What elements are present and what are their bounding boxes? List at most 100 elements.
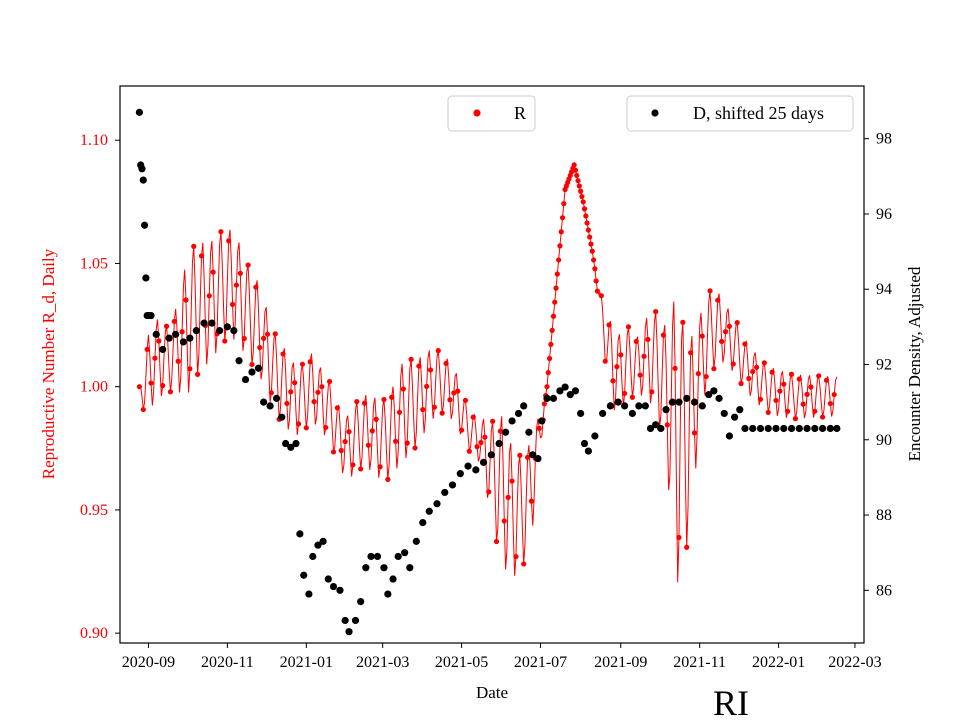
d-point-30 bbox=[287, 443, 295, 451]
r-point bbox=[521, 561, 527, 567]
d-point-110 bbox=[764, 424, 772, 433]
legend-d: D, shifted 25 days bbox=[626, 95, 854, 132]
r-point bbox=[229, 301, 236, 307]
d-point-10 bbox=[159, 345, 167, 354]
r-point bbox=[781, 381, 787, 387]
r-point bbox=[377, 464, 383, 470]
y-left-axis: 0.90 0.95 1.00 1.05 1.10 bbox=[80, 132, 120, 642]
r-point bbox=[439, 410, 445, 416]
r-point bbox=[606, 322, 612, 328]
d-point-101 bbox=[710, 387, 718, 395]
r-point bbox=[455, 388, 461, 394]
d-point-63 bbox=[479, 458, 488, 466]
r-point bbox=[385, 476, 391, 482]
r-point bbox=[579, 193, 585, 200]
x-axis: 2020-09 2020-11 2021-01 2021-03 2021-05 2021-… bbox=[122, 643, 882, 671]
d-point-36 bbox=[314, 541, 322, 549]
d-point-72 bbox=[534, 454, 542, 463]
r-point bbox=[761, 360, 767, 366]
r-point bbox=[585, 227, 592, 233]
d-point-40 bbox=[336, 586, 344, 594]
r-point bbox=[342, 438, 348, 445]
r-point bbox=[691, 430, 698, 436]
d-point-70 bbox=[525, 428, 533, 436]
r-point bbox=[823, 377, 830, 383]
r-point bbox=[346, 429, 352, 435]
d-point-90 bbox=[641, 402, 649, 410]
r-point bbox=[311, 399, 317, 405]
d-point-100 bbox=[705, 391, 713, 399]
d-point-27 bbox=[272, 394, 281, 402]
d-point-66 bbox=[501, 428, 510, 436]
r-point bbox=[812, 408, 818, 414]
y-right-tick-label-4: 94 bbox=[876, 281, 892, 298]
r-point bbox=[257, 344, 263, 351]
d-point-43 bbox=[351, 616, 360, 625]
d-point-78 bbox=[566, 391, 574, 399]
x-tick-label-1: 2020-11 bbox=[201, 654, 254, 671]
r-point bbox=[424, 383, 430, 390]
d-point-92 bbox=[652, 421, 660, 429]
r-point bbox=[288, 389, 294, 395]
r-point bbox=[730, 361, 736, 367]
r-point bbox=[742, 341, 748, 347]
r-point bbox=[175, 358, 181, 364]
d-point-62 bbox=[472, 466, 480, 474]
d-point-45 bbox=[362, 564, 370, 572]
r-point bbox=[688, 350, 694, 356]
r-point bbox=[800, 401, 806, 407]
r-point bbox=[183, 297, 189, 303]
d-point-51 bbox=[394, 552, 402, 561]
d-point-3 bbox=[139, 176, 147, 184]
d-point-109 bbox=[756, 424, 765, 433]
r-point bbox=[408, 356, 414, 362]
r-point bbox=[478, 439, 484, 446]
d-point-96 bbox=[675, 398, 683, 406]
d-point-81 bbox=[580, 439, 589, 448]
y-right-tick-label-2: 90 bbox=[876, 432, 892, 449]
r-point bbox=[272, 331, 278, 337]
r-point bbox=[788, 371, 795, 377]
r-point bbox=[354, 399, 360, 405]
r-point bbox=[548, 341, 554, 348]
d-point-86 bbox=[614, 398, 622, 406]
r-point bbox=[773, 397, 779, 404]
r-point bbox=[746, 375, 752, 382]
d-point-11 bbox=[165, 334, 173, 342]
r-point bbox=[660, 332, 667, 338]
r-point bbox=[544, 384, 550, 390]
r-point bbox=[819, 414, 826, 420]
r-point bbox=[319, 384, 325, 390]
r-point bbox=[136, 384, 143, 390]
r-point bbox=[561, 201, 567, 207]
d-point-34 bbox=[305, 590, 313, 598]
d-point-75 bbox=[549, 394, 558, 402]
r-point bbox=[594, 288, 601, 294]
r-point bbox=[649, 389, 655, 395]
r-point bbox=[796, 376, 802, 382]
r-point bbox=[427, 367, 434, 373]
d-point-49 bbox=[384, 590, 392, 598]
r-point bbox=[389, 394, 395, 400]
d-point-25 bbox=[260, 398, 268, 406]
r-point bbox=[233, 282, 240, 288]
d-point-38 bbox=[324, 575, 332, 583]
d-point-26 bbox=[266, 402, 274, 410]
d-point-47 bbox=[373, 552, 382, 561]
r-point bbox=[327, 378, 333, 385]
plot-frame bbox=[119, 85, 865, 644]
r-point bbox=[602, 358, 608, 364]
legend-d-marker bbox=[651, 109, 659, 117]
r-point bbox=[719, 338, 725, 345]
r-point bbox=[179, 329, 185, 335]
r-point bbox=[163, 323, 170, 329]
legend-d-box bbox=[626, 95, 854, 132]
legend-r-box bbox=[447, 95, 536, 132]
r-point bbox=[524, 454, 531, 460]
r-point bbox=[546, 355, 553, 362]
d-point-113 bbox=[787, 424, 796, 433]
d-point-79 bbox=[571, 387, 580, 395]
r-point bbox=[827, 400, 833, 407]
d-point-71 bbox=[529, 451, 537, 459]
r-point bbox=[641, 353, 647, 359]
